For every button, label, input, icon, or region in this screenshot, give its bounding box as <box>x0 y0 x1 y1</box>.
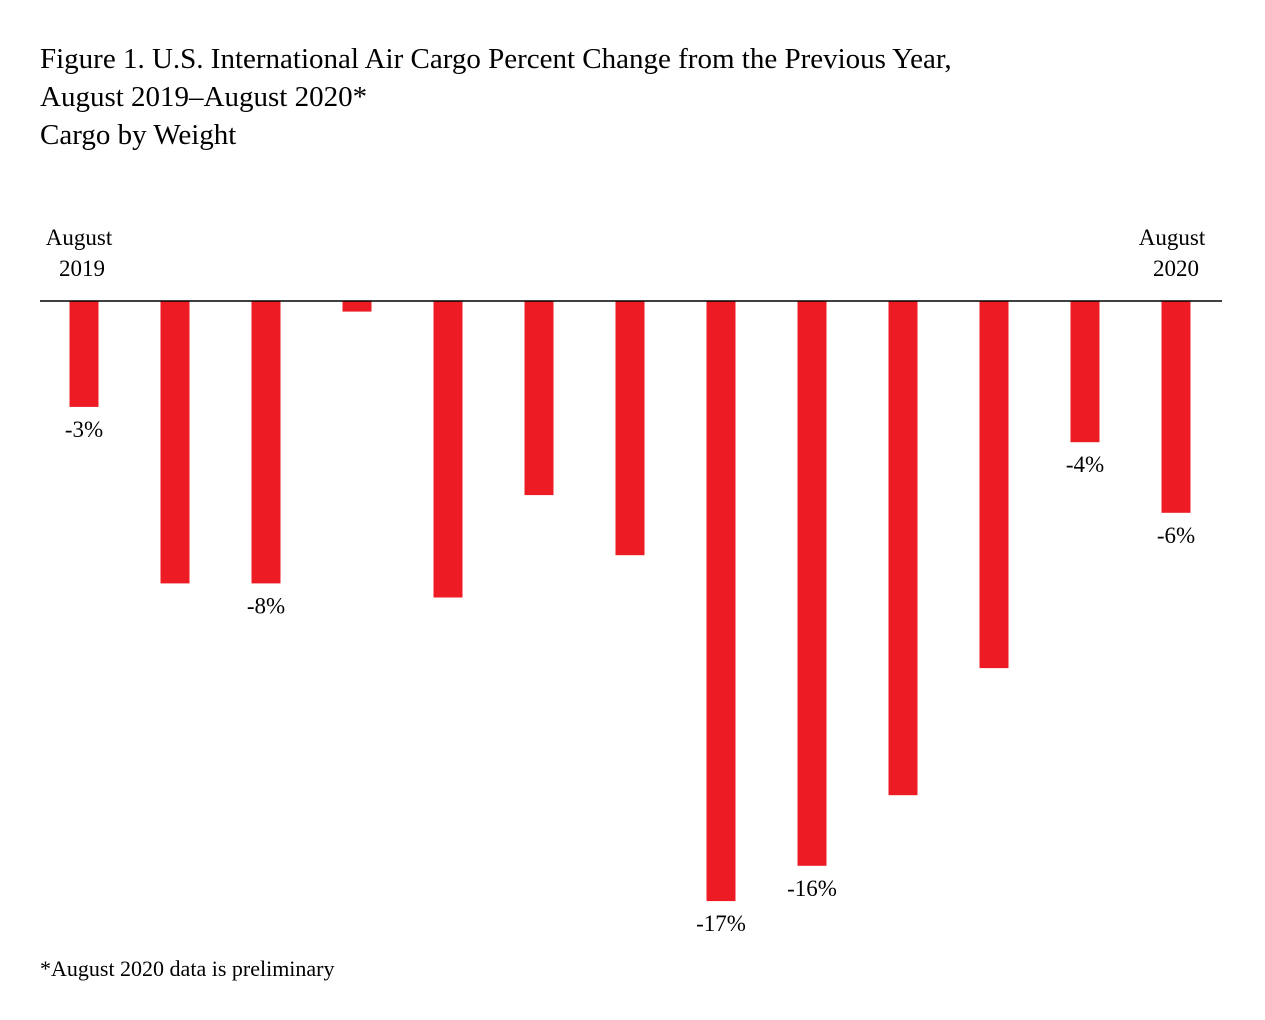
chart-title: Figure 1. U.S. International Air Cargo P… <box>40 40 1220 154</box>
endpoint-labels-group: August 2019 August 2020 <box>46 225 1206 281</box>
chart-subtitle: Cargo by Weight <box>40 119 237 151</box>
data-labels-group: -3% -8% -17% -16% -4% -6% <box>65 417 1195 936</box>
chart-title-line-1: Figure 1. U.S. International Air Cargo P… <box>40 43 952 75</box>
bars-group <box>69 301 1191 902</box>
bar-3 <box>251 301 281 584</box>
footnote: *August 2020 data is preliminary <box>40 956 335 981</box>
data-label-3: -8% <box>247 593 285 618</box>
data-label-13: -6% <box>1157 523 1195 548</box>
bar-2 <box>160 301 190 584</box>
bar-1 <box>69 301 99 407</box>
bar-5 <box>433 301 463 598</box>
data-label-12: -4% <box>1066 452 1104 477</box>
bar-13 <box>1161 301 1191 513</box>
chart-title-line-2: August 2019–August 2020* <box>40 81 368 113</box>
data-label-8: -17% <box>696 911 746 936</box>
start-label-line-1: August <box>46 225 113 250</box>
data-label-9: -16% <box>787 876 837 901</box>
data-label-1: -3% <box>65 417 103 442</box>
bar-11 <box>979 301 1009 669</box>
start-label-line-2: 2019 <box>59 256 105 281</box>
bar-9 <box>797 301 827 866</box>
end-label-line-1: August <box>1139 225 1206 250</box>
bar-7 <box>615 301 645 556</box>
bar-10 <box>888 301 918 796</box>
bar-6 <box>524 301 554 496</box>
bar-4 <box>342 301 372 312</box>
bar-12 <box>1070 301 1100 443</box>
end-label-line-2: 2020 <box>1153 256 1199 281</box>
bar-8 <box>706 301 736 902</box>
